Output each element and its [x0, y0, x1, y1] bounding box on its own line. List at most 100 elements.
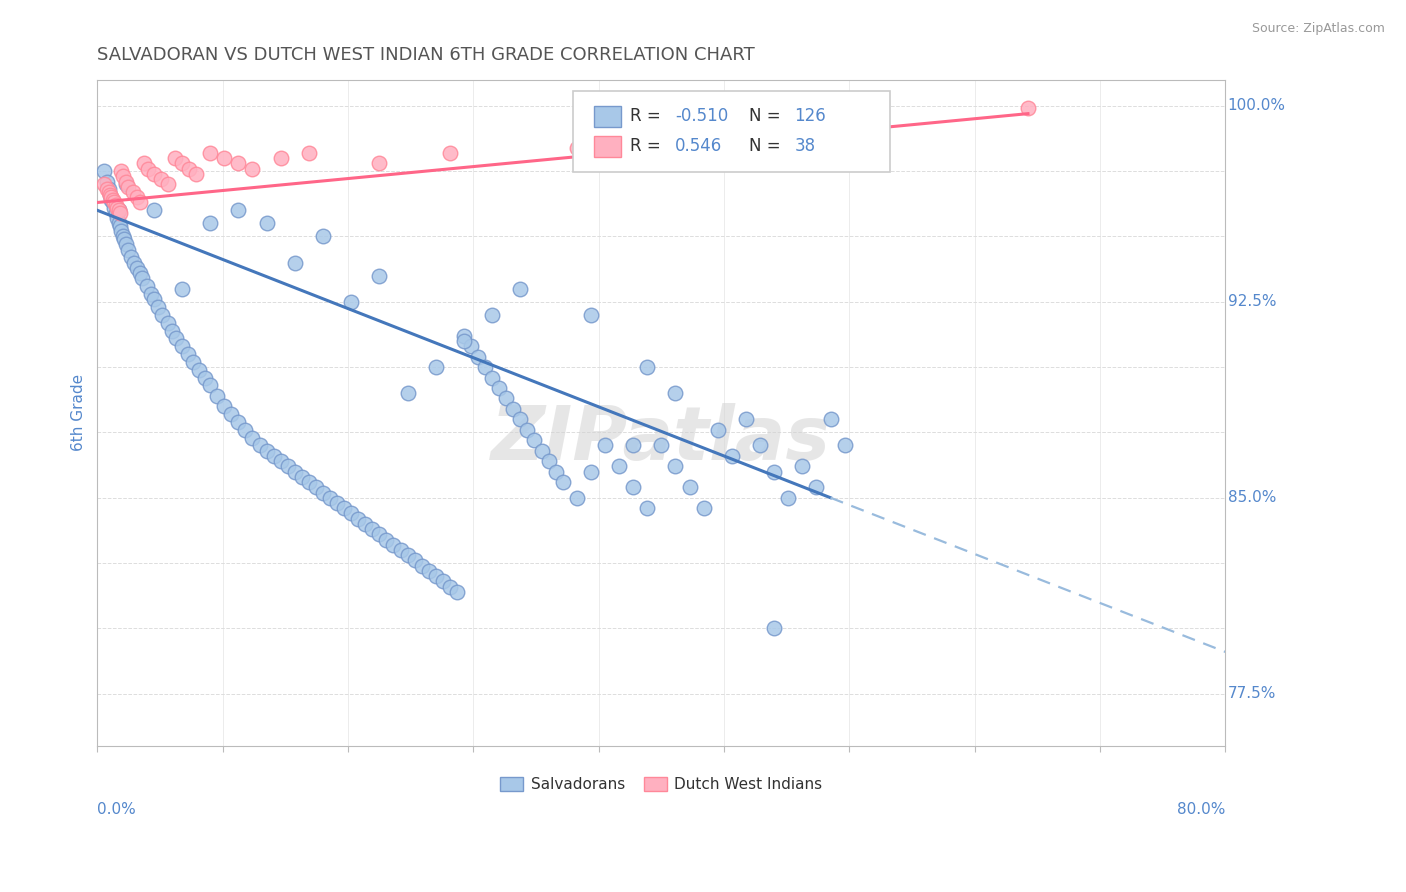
Point	[763, 465, 786, 479]
Point	[270, 454, 292, 468]
Point	[112, 232, 135, 246]
Point	[156, 177, 179, 191]
FancyBboxPatch shape	[574, 91, 890, 171]
Point	[439, 580, 461, 594]
Point	[163, 151, 186, 165]
Point	[460, 339, 482, 353]
Point	[111, 169, 134, 184]
Point	[228, 203, 250, 218]
Point	[721, 449, 744, 463]
Point	[108, 219, 131, 233]
Text: 126: 126	[794, 107, 827, 125]
Y-axis label: 6th Grade: 6th Grade	[72, 375, 86, 451]
Point	[467, 350, 489, 364]
Point	[778, 491, 800, 505]
Point	[418, 564, 440, 578]
Text: -0.510: -0.510	[675, 107, 728, 125]
Point	[284, 255, 307, 269]
Point	[579, 465, 602, 479]
Point	[170, 339, 193, 353]
Point	[193, 370, 215, 384]
Point	[205, 389, 228, 403]
Point	[177, 161, 200, 176]
Point	[396, 386, 419, 401]
Point	[834, 438, 856, 452]
Point	[117, 179, 139, 194]
Point	[235, 423, 257, 437]
Point	[579, 308, 602, 322]
Point	[340, 507, 363, 521]
Point	[110, 224, 132, 238]
Point	[749, 438, 772, 452]
Point	[198, 216, 221, 230]
Point	[176, 347, 198, 361]
Point	[664, 459, 686, 474]
Point	[502, 401, 524, 416]
Point	[135, 279, 157, 293]
Point	[98, 187, 121, 202]
Point	[453, 334, 475, 348]
Point	[488, 381, 510, 395]
Point	[474, 360, 496, 375]
Point	[650, 438, 672, 452]
Point	[242, 161, 264, 176]
Point	[105, 201, 128, 215]
Point	[101, 193, 124, 207]
Point	[565, 140, 588, 154]
Point	[530, 443, 553, 458]
Text: 100.0%: 100.0%	[1227, 98, 1285, 113]
Point	[516, 423, 538, 437]
Point	[107, 203, 129, 218]
Point	[131, 271, 153, 285]
Point	[111, 229, 134, 244]
Point	[312, 229, 335, 244]
Point	[181, 355, 204, 369]
Point	[298, 145, 321, 160]
Text: 38: 38	[794, 137, 815, 155]
Point	[396, 548, 419, 562]
Point	[636, 360, 658, 375]
Point	[382, 538, 405, 552]
Point	[368, 156, 391, 170]
Point	[142, 203, 165, 218]
Text: N =: N =	[749, 107, 786, 125]
Point	[103, 201, 125, 215]
Point	[1017, 102, 1039, 116]
Point	[326, 496, 349, 510]
Text: SALVADORAN VS DUTCH WEST INDIAN 6TH GRADE CORRELATION CHART: SALVADORAN VS DUTCH WEST INDIAN 6TH GRAD…	[97, 46, 755, 64]
Point	[98, 187, 121, 202]
Point	[136, 161, 159, 176]
Point	[551, 475, 574, 489]
Point	[312, 485, 335, 500]
Point	[291, 470, 314, 484]
Point	[146, 300, 169, 314]
Point	[170, 282, 193, 296]
Point	[411, 558, 433, 573]
Text: R =: R =	[630, 107, 666, 125]
Point	[97, 185, 120, 199]
Point	[361, 522, 384, 536]
Point	[96, 182, 118, 196]
Point	[101, 195, 124, 210]
Point	[763, 621, 786, 635]
Point	[432, 574, 454, 589]
Legend: Salvadorans, Dutch West Indians: Salvadorans, Dutch West Indians	[495, 771, 828, 798]
Point	[509, 412, 531, 426]
Point	[114, 237, 136, 252]
Point	[160, 324, 183, 338]
Point	[120, 251, 142, 265]
Point	[446, 584, 468, 599]
Text: 0.546: 0.546	[675, 137, 723, 155]
Point	[149, 172, 172, 186]
Point	[270, 151, 292, 165]
Text: R =: R =	[630, 137, 666, 155]
Text: Source: ZipAtlas.com: Source: ZipAtlas.com	[1251, 22, 1385, 36]
Point	[298, 475, 321, 489]
Point	[481, 370, 503, 384]
Point	[820, 412, 842, 426]
Point	[122, 255, 145, 269]
Point	[108, 206, 131, 220]
Point	[93, 164, 115, 178]
Point	[212, 151, 235, 165]
Point	[495, 392, 517, 406]
